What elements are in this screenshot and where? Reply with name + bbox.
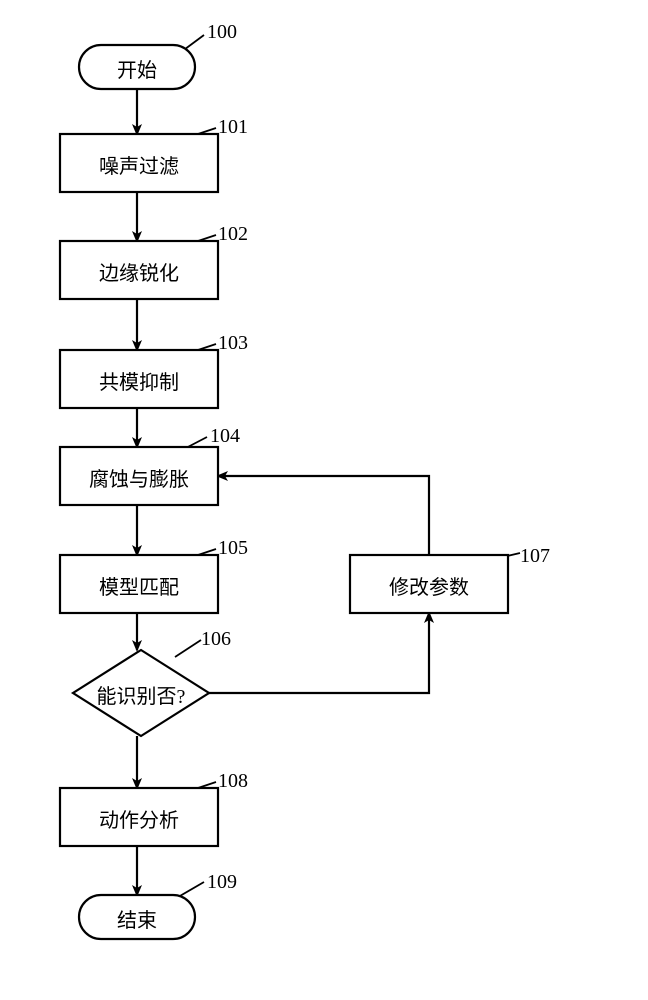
node-action — [60, 788, 218, 846]
edge-modify-morph — [218, 476, 429, 555]
node-noise — [60, 134, 218, 192]
node-start — [79, 45, 195, 89]
node-decision — [73, 650, 209, 736]
node-match — [60, 555, 218, 613]
leader-decision — [175, 640, 201, 657]
node-sharpen — [60, 241, 218, 299]
node-morph — [60, 447, 218, 505]
node-cmr — [60, 350, 218, 408]
node-modify — [350, 555, 508, 613]
edge-decision-modify — [209, 613, 429, 693]
node-end — [79, 895, 195, 939]
flowchart-canvas — [0, 0, 648, 1000]
